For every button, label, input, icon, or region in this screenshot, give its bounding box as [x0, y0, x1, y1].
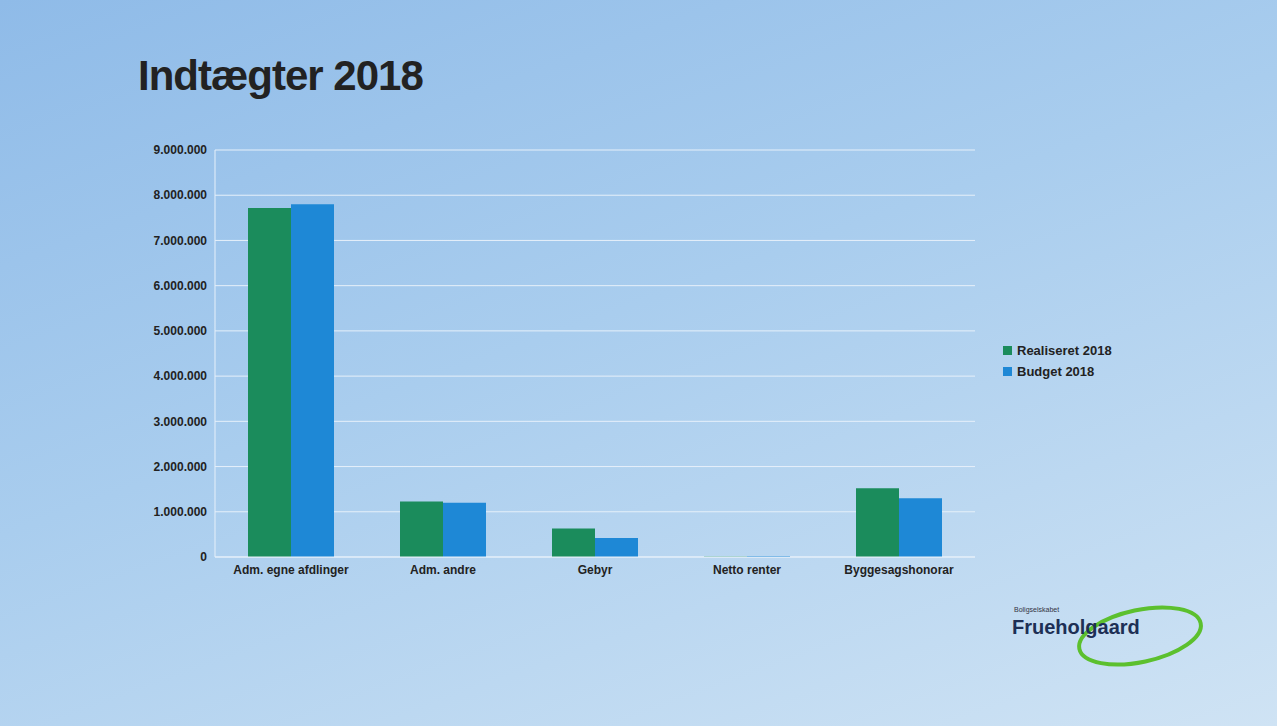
- svg-text:2.000.000: 2.000.000: [154, 460, 208, 474]
- svg-text:7.000.000: 7.000.000: [154, 234, 208, 248]
- svg-text:Byggesagshonorar: Byggesagshonorar: [844, 563, 954, 577]
- html-text:Indtægter 2018: Indtægter 2018: [138, 52, 423, 99]
- html-text:Realiseret 2018: Realiseret 2018: [1017, 343, 1112, 358]
- svg-text:8.000.000: 8.000.000: [154, 188, 208, 202]
- svg-text:5.000.000: 5.000.000: [154, 324, 208, 338]
- svg-text:1.000.000: 1.000.000: [154, 505, 208, 519]
- svg-text:3.000.000: 3.000.000: [154, 415, 208, 429]
- svg-text:4.000.000: 4.000.000: [154, 369, 208, 383]
- svg-text:0: 0: [200, 550, 207, 564]
- html-text:Boligselskabet: Boligselskabet: [1014, 606, 1060, 613]
- svg-text:9.000.000: 9.000.000: [154, 143, 208, 157]
- html-text:Budget 2018: Budget 2018: [1017, 364, 1095, 379]
- html-text:Frueholgaard: Frueholgaard: [1012, 616, 1140, 638]
- svg-text:6.000.000: 6.000.000: [154, 279, 208, 293]
- svg-text:Adm. egne afdlinger: Adm. egne afdlinger: [233, 563, 349, 577]
- svg-text:Adm. andre: Adm. andre: [410, 563, 476, 577]
- svg-text:Netto renter: Netto renter: [713, 563, 781, 577]
- svg-text:Gebyr: Gebyr: [578, 563, 613, 577]
